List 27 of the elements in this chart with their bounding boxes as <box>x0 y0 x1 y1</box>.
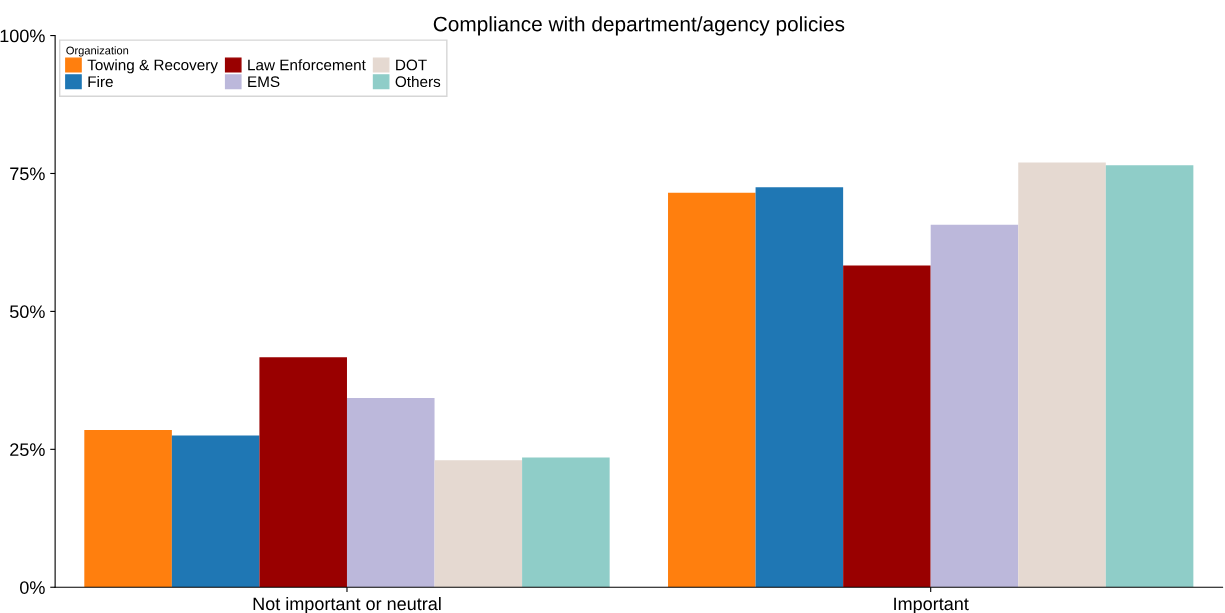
bar <box>522 457 610 588</box>
chart-title: Compliance with department/agency policies <box>433 16 845 36</box>
bar <box>755 187 844 588</box>
bar <box>171 435 260 588</box>
legend-label: DOT <box>396 59 427 71</box>
bar <box>843 265 931 588</box>
bar <box>259 357 347 588</box>
y-tick-label: 50% <box>9 305 45 319</box>
bar <box>1105 165 1194 588</box>
legend-label: Law Enforcement <box>248 59 366 71</box>
bar <box>346 398 435 588</box>
legend-label: Others <box>395 75 441 88</box>
y-tick-label: 0% <box>20 581 45 594</box>
x-tick-label: Important <box>894 597 969 613</box>
legend-label: Towing & Recovery <box>87 59 218 74</box>
legend-label: EMS <box>248 76 280 88</box>
y-tick-label: 75% <box>10 167 45 181</box>
bar <box>930 224 1019 588</box>
legend-label: Fire <box>88 75 113 88</box>
bar <box>434 460 523 588</box>
x-tick-label: Not important or neutral <box>253 596 441 613</box>
bar <box>668 192 756 588</box>
bar <box>1018 162 1106 588</box>
y-tick-label: 100% <box>0 29 45 43</box>
y-tick-label: 25% <box>10 443 45 457</box>
bar <box>84 430 172 588</box>
legend-title: Organization <box>66 46 129 57</box>
